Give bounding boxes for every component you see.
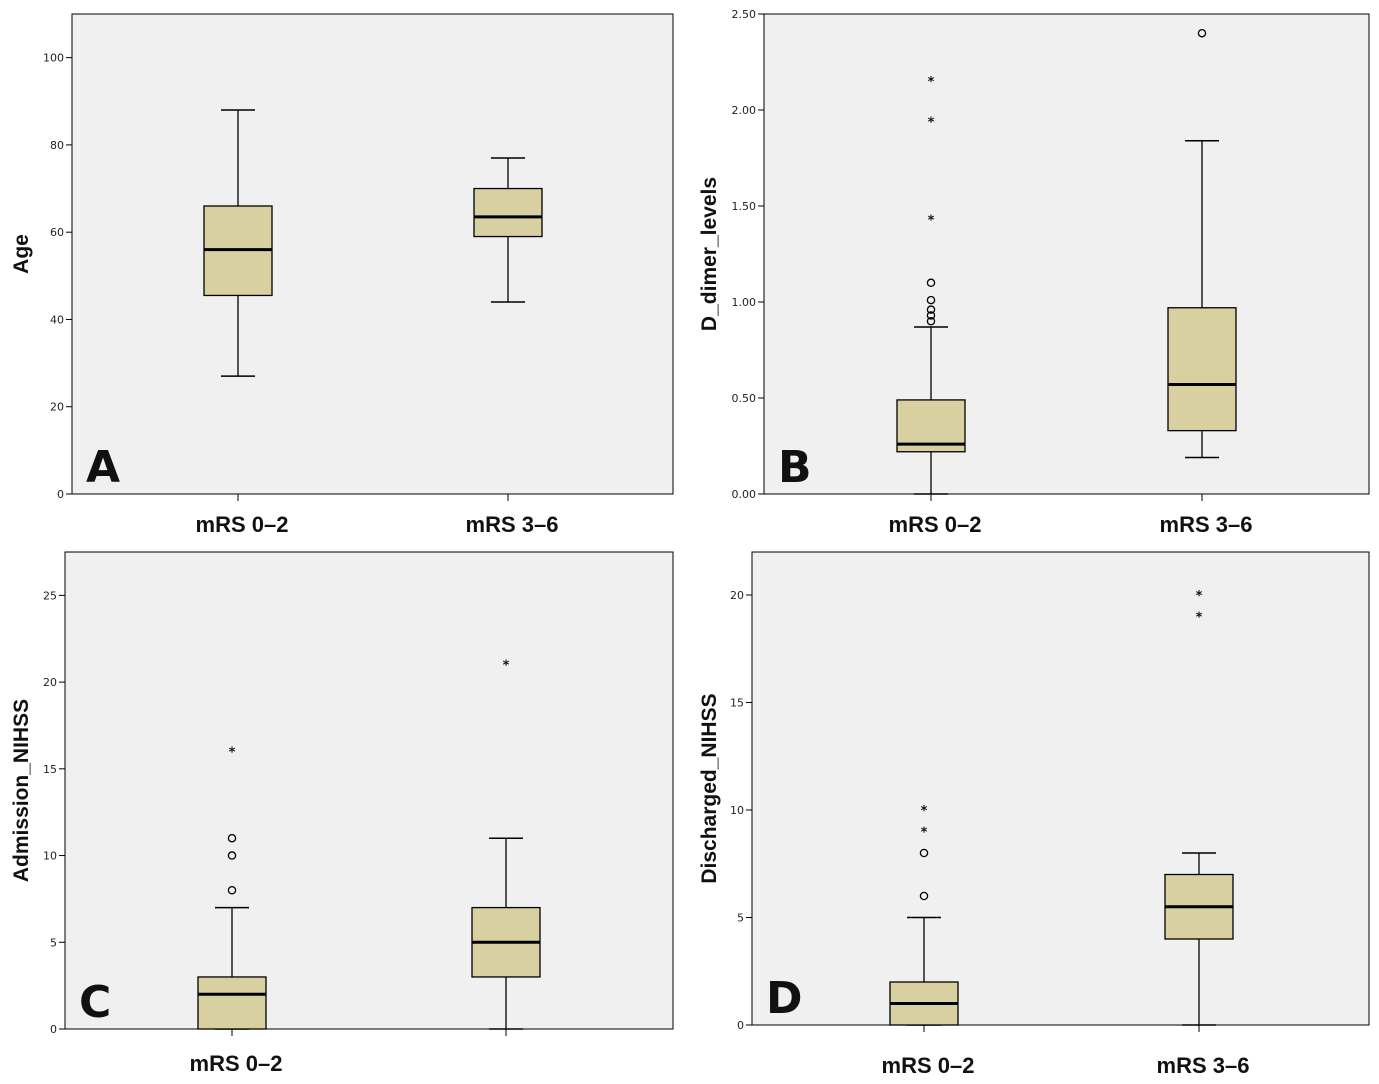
iqr-box bbox=[197, 976, 267, 1030]
plot-area bbox=[751, 551, 1370, 1026]
y-axis-title: D_dimer_levels bbox=[698, 177, 721, 331]
y-tick-label: 20 bbox=[43, 676, 57, 689]
panel-letter: B bbox=[778, 442, 812, 493]
y-tick-label: 15 bbox=[730, 697, 744, 710]
y-tick-label: 0.50 bbox=[732, 392, 757, 405]
box-2: ** bbox=[1164, 589, 1234, 1026]
category-label: mRS 3–6 bbox=[1160, 512, 1253, 537]
y-tick-label: 5 bbox=[737, 912, 744, 925]
outlier-point bbox=[926, 316, 936, 326]
extreme-point: * bbox=[503, 659, 510, 674]
panel-b: 0.00 0.50 1.00 1.50 2.00 2.50 mRS 0–2 mRS 3–6 D_… bbox=[698, 8, 1370, 537]
extreme-point: * bbox=[921, 826, 928, 841]
extreme-point: * bbox=[229, 745, 236, 760]
y-tick-label: 20 bbox=[730, 589, 744, 602]
extreme-point: * bbox=[928, 116, 935, 131]
outlier-point bbox=[926, 311, 936, 320]
extreme-point: * bbox=[928, 213, 935, 228]
category-label: mRS 3–6 bbox=[1157, 1053, 1250, 1078]
iqr-box bbox=[1167, 307, 1237, 432]
y-tick-label: 1.00 bbox=[732, 296, 757, 309]
panel-a: 0 20 40 60 80 100 mRS 0–2 mRS 3–6 Age A bbox=[10, 13, 674, 537]
plot-area bbox=[763, 13, 1370, 495]
outlier-point bbox=[227, 885, 237, 895]
outlier-point bbox=[1197, 28, 1207, 38]
panel-letter: A bbox=[86, 442, 120, 493]
outlier-point bbox=[926, 305, 936, 314]
box-2 bbox=[1167, 28, 1237, 459]
box-1 bbox=[203, 109, 273, 377]
box-2 bbox=[473, 157, 543, 303]
y-tick-label: 20 bbox=[50, 401, 64, 414]
y-tick-label: 0 bbox=[737, 1019, 744, 1032]
y-tick-label: 1.50 bbox=[732, 200, 757, 213]
extreme-point: * bbox=[928, 75, 935, 90]
outlier-point bbox=[926, 278, 936, 288]
y-axis-title: Discharged_NIHSS bbox=[698, 693, 721, 883]
y-tick-label: 2.00 bbox=[732, 104, 757, 117]
box-1: ** bbox=[889, 804, 959, 1026]
panel-letter: D bbox=[766, 973, 803, 1024]
extreme-point: * bbox=[921, 804, 928, 819]
y-tick-label: 15 bbox=[43, 763, 57, 776]
y-tick-label: 100 bbox=[43, 52, 64, 65]
box-1: * bbox=[197, 745, 267, 1030]
outlier-point bbox=[926, 295, 936, 305]
y-tick-label: 40 bbox=[50, 313, 64, 326]
outlier-point bbox=[919, 891, 929, 901]
y-tick-label: 10 bbox=[43, 850, 57, 863]
plot-area bbox=[71, 13, 674, 495]
y-tick-label: 0.00 bbox=[732, 488, 757, 501]
category-label: mRS 3–6 bbox=[466, 512, 559, 537]
outlier-point bbox=[227, 851, 237, 860]
panel-letter: C bbox=[79, 977, 111, 1028]
category-label: mRS 0–2 bbox=[196, 512, 289, 537]
outlier-point bbox=[919, 848, 929, 858]
plot-area bbox=[64, 551, 674, 1030]
y-axis-title: Age bbox=[10, 234, 33, 274]
y-tick-label: 0 bbox=[57, 488, 64, 501]
extreme-point: * bbox=[1196, 589, 1203, 604]
panel-c: 0 5 10 15 20 25 mRS 0–2 Admission_NIHSS * * C bbox=[10, 551, 674, 1076]
iqr-box bbox=[473, 187, 543, 238]
outlier-point bbox=[227, 833, 237, 843]
category-label: mRS 0–2 bbox=[190, 1051, 283, 1076]
y-tick-label: 2.50 bbox=[732, 8, 757, 21]
y-axis-title: Admission_NIHSS bbox=[10, 699, 33, 882]
category-label: mRS 0–2 bbox=[889, 512, 982, 537]
y-tick-label: 60 bbox=[50, 226, 64, 239]
y-tick-label: 0 bbox=[50, 1023, 57, 1036]
box-2: * bbox=[471, 659, 541, 1030]
y-tick-label: 25 bbox=[43, 589, 57, 602]
box-1: * * * bbox=[896, 75, 966, 495]
y-tick-label: 80 bbox=[50, 139, 64, 152]
category-label: mRS 0–2 bbox=[882, 1053, 975, 1078]
y-tick-label: 5 bbox=[50, 936, 57, 949]
y-tick-label: 10 bbox=[730, 804, 744, 817]
extreme-point: * bbox=[1196, 611, 1203, 626]
